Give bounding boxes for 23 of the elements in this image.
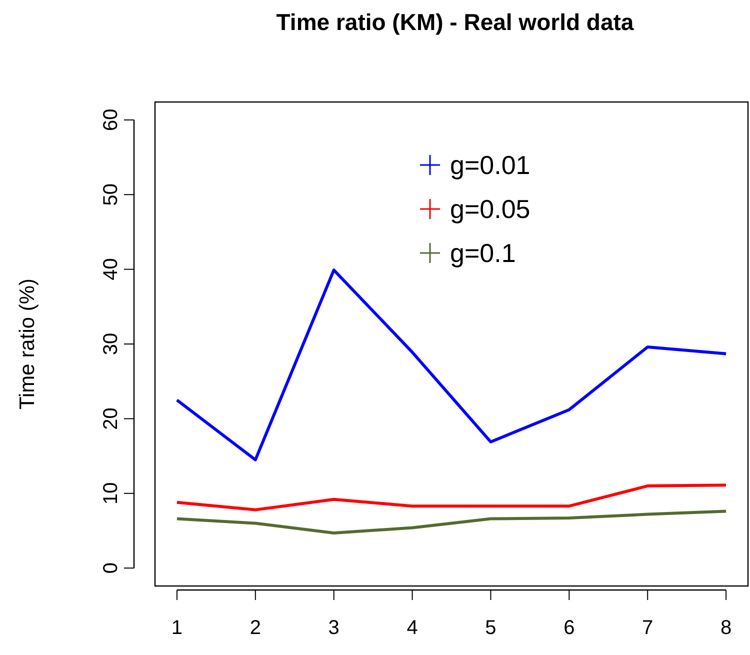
y-axis-title: Time ratio (%) xyxy=(16,278,39,410)
y-tick-label: 0 xyxy=(100,562,122,574)
chart-title: Time ratio (KM) - Real world data xyxy=(276,9,634,35)
y-tick-label: 20 xyxy=(100,408,122,430)
x-tick-label: 5 xyxy=(485,617,496,640)
x-tick-label: 6 xyxy=(564,617,575,640)
x-tick-label: 8 xyxy=(720,617,732,640)
y-tick-label: 40 xyxy=(100,258,122,280)
line-series xyxy=(175,484,728,512)
y-tick-label: 30 xyxy=(100,332,122,356)
x-tick-label: 4 xyxy=(406,617,418,640)
y-tick-label: 60 xyxy=(100,108,122,132)
line-series xyxy=(175,268,728,462)
legend-label: g=0.05 xyxy=(450,194,530,224)
x-tick-label: 7 xyxy=(642,617,654,640)
line-series xyxy=(175,510,728,534)
legend-label: g=0.01 xyxy=(450,150,530,180)
y-tick-label: 10 xyxy=(100,482,122,505)
legend-label: g=0.1 xyxy=(450,238,516,268)
x-tick-label: 1 xyxy=(171,617,183,640)
x-tick-label: 2 xyxy=(250,617,261,640)
x-tick-label: 3 xyxy=(328,617,340,640)
y-tick-label: 50 xyxy=(100,183,122,206)
